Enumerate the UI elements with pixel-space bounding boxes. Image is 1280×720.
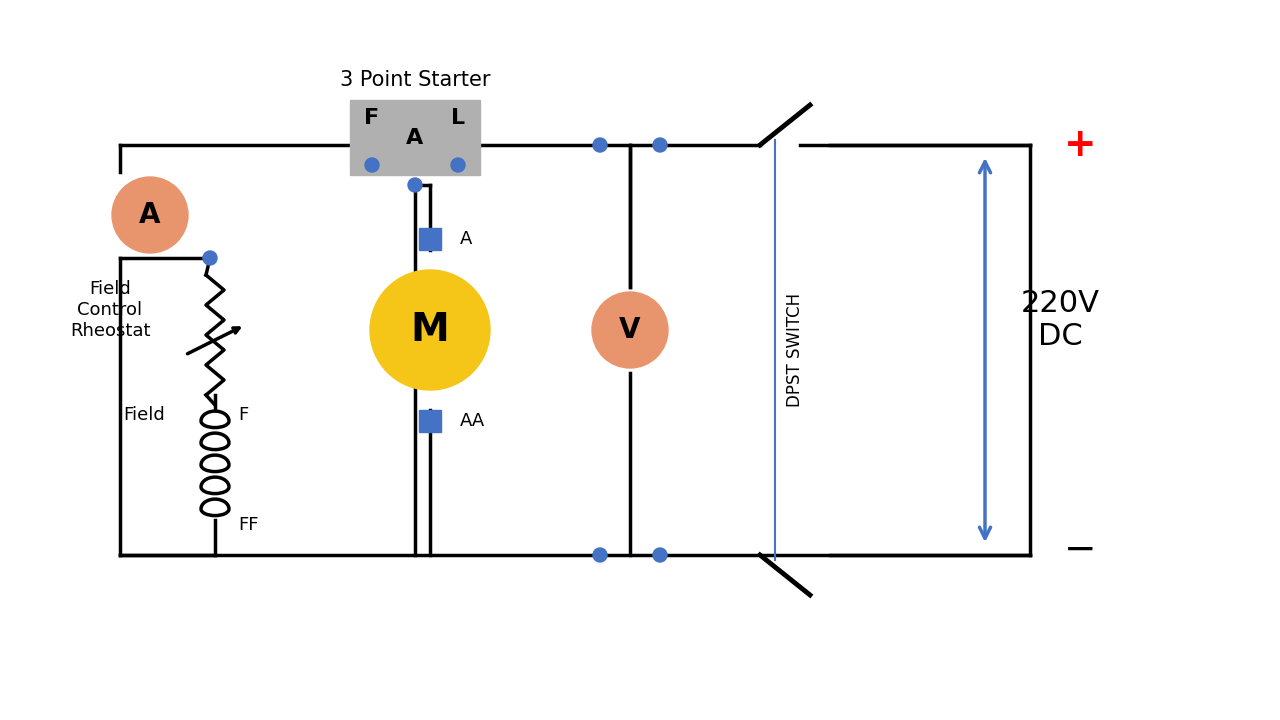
Circle shape — [204, 251, 218, 265]
Bar — [419, 410, 442, 432]
Circle shape — [593, 548, 607, 562]
Text: V: V — [620, 316, 641, 344]
Circle shape — [653, 138, 667, 152]
Text: F: F — [238, 406, 248, 424]
Bar — [349, 100, 480, 175]
Text: DPST SWITCH: DPST SWITCH — [786, 293, 804, 407]
Text: −: − — [1064, 531, 1096, 569]
Circle shape — [365, 158, 379, 172]
Text: A: A — [460, 230, 472, 248]
Circle shape — [451, 158, 465, 172]
Circle shape — [593, 138, 607, 152]
Text: AA: AA — [460, 412, 485, 430]
Circle shape — [408, 178, 422, 192]
Text: 220V
DC: 220V DC — [1020, 289, 1100, 351]
Text: Field
Control
Rheostat: Field Control Rheostat — [69, 280, 150, 340]
Circle shape — [370, 270, 490, 390]
Text: FF: FF — [238, 516, 259, 534]
Circle shape — [591, 292, 668, 368]
Text: F: F — [365, 108, 380, 128]
Text: +: + — [1064, 126, 1096, 164]
Text: 3 Point Starter: 3 Point Starter — [339, 70, 490, 90]
Text: M: M — [411, 311, 449, 349]
Text: A: A — [140, 201, 161, 229]
Circle shape — [113, 177, 188, 253]
Text: A: A — [406, 127, 424, 148]
Text: L: L — [451, 108, 465, 128]
Text: Field: Field — [123, 406, 165, 424]
Circle shape — [653, 548, 667, 562]
Bar — [419, 228, 442, 250]
